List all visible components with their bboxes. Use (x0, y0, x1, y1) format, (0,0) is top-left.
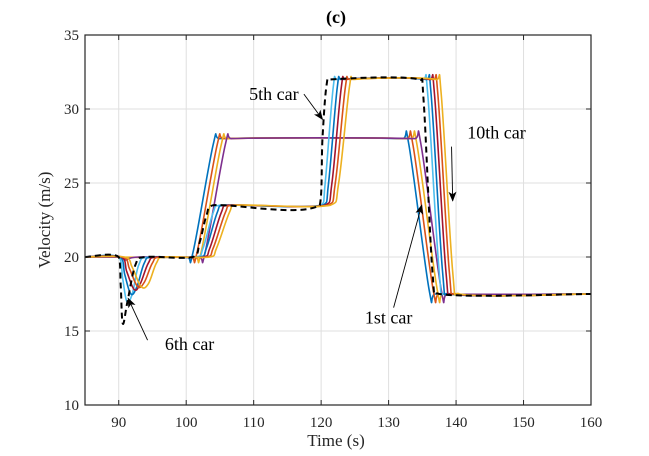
y-tick-label: 15 (64, 324, 79, 340)
x-tick-label: 160 (580, 415, 603, 431)
annotation-label: 6th car (165, 334, 214, 354)
annotation-arrow (127, 297, 148, 341)
x-tick-label: 130 (377, 415, 400, 431)
y-tick-label: 30 (64, 102, 79, 118)
x-tick-label: 120 (310, 415, 333, 431)
axes (84, 34, 592, 406)
y-axis-label: Velocity (m/s) (35, 172, 54, 269)
series-line-5 (84, 76, 592, 325)
x-tick-label: 90 (111, 415, 126, 431)
annotation-arrow (393, 204, 424, 308)
chart-title: (c) (326, 7, 346, 28)
x-tick-label: 150 (512, 415, 535, 431)
annotations: 5th car 10th car 1st car 6th car (127, 84, 526, 354)
series-group (84, 74, 592, 325)
annotation-label: 10th car (467, 123, 525, 143)
y-tick-label: 20 (64, 250, 79, 266)
annotation-arrow (448, 146, 457, 202)
series-line-10 (84, 74, 592, 297)
y-tick-label: 25 (64, 176, 79, 192)
y-tick-label: 35 (64, 28, 79, 44)
tick-labels: 90 100 110 120 130 140 150 160 10 15 20 25 30 35 (64, 28, 602, 431)
x-axis-label: Time (s) (307, 431, 364, 450)
plot-frame (84, 34, 592, 406)
grid-lines (85, 34, 592, 406)
x-tick-label: 140 (445, 415, 468, 431)
annotation-arrow (303, 93, 324, 121)
annotation-label: 1st car (365, 308, 412, 328)
annotation-label: 5th car (249, 84, 298, 104)
y-tick-label: 10 (64, 398, 79, 414)
x-tick-label: 110 (243, 415, 265, 431)
x-tick-label: 100 (175, 415, 198, 431)
